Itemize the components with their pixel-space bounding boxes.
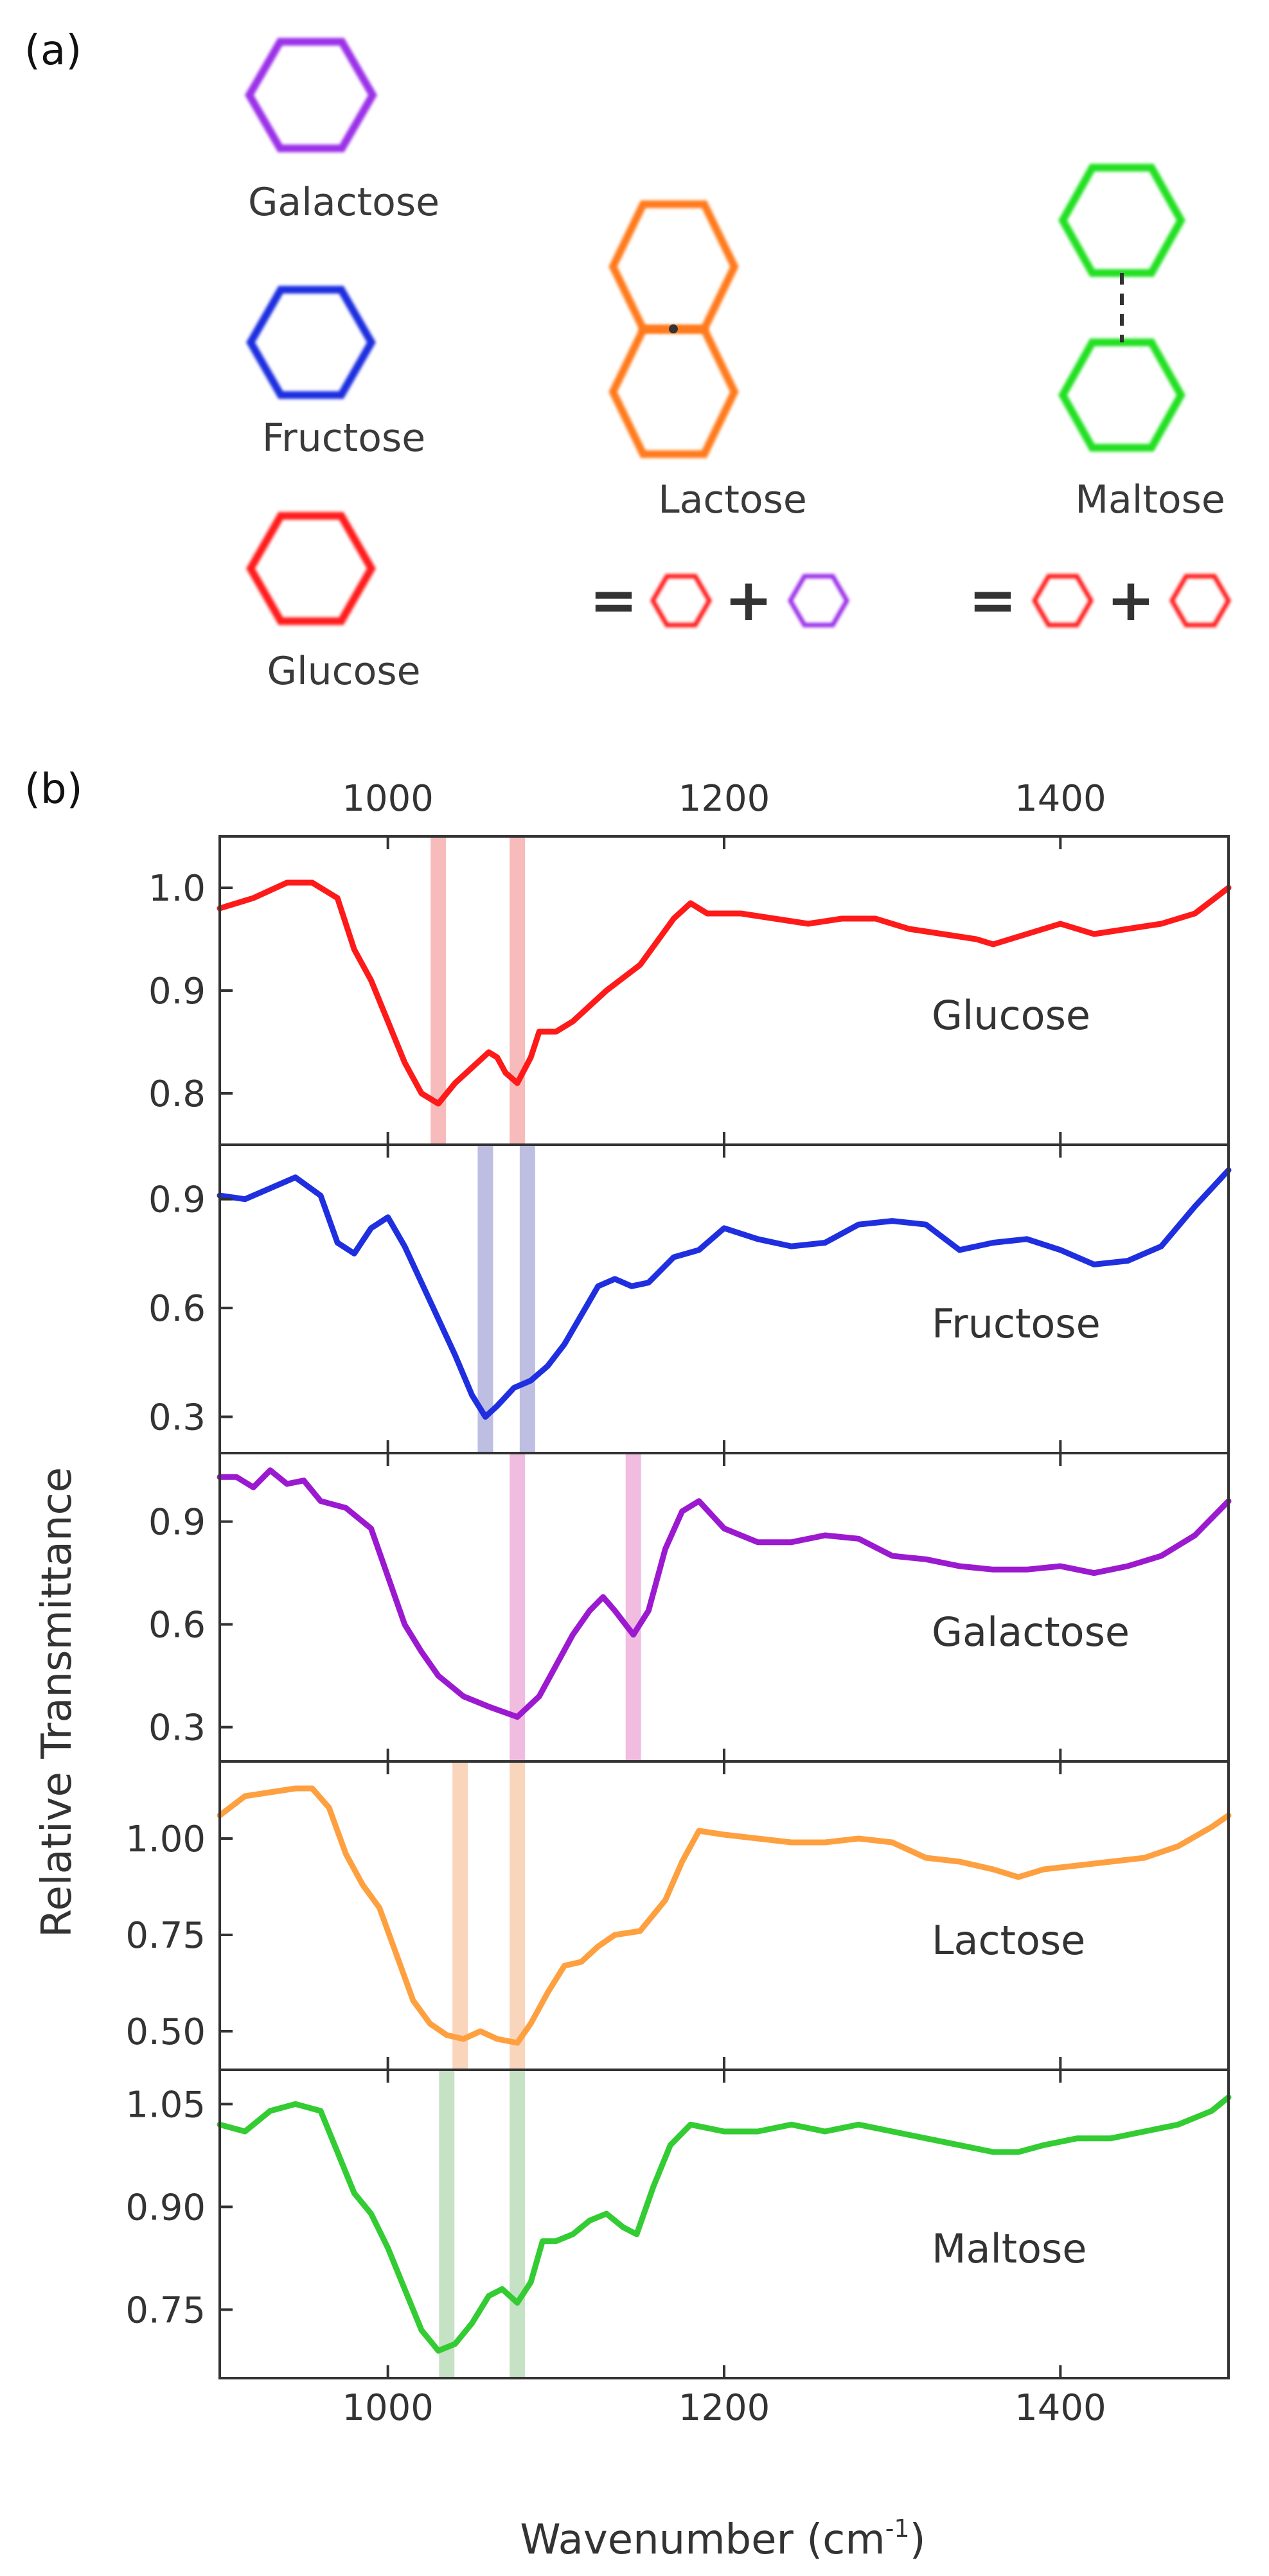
y-tick-label: 0.75	[125, 1915, 206, 1957]
y-tick-label: 1.00	[125, 1819, 206, 1860]
maltose-glucose-unit-1-icon	[1031, 574, 1094, 628]
spectrum-line-lactose	[217, 1785, 1232, 2046]
y-tick-label: 0.6	[148, 1605, 206, 1646]
panel-a-label: (a)	[24, 27, 82, 75]
y-tick-label: 0.9	[148, 971, 206, 1012]
highlight-band	[625, 1453, 641, 1761]
y-axis-title: Relative Transmittance	[33, 1467, 81, 1937]
lactose-galactose-unit-icon	[787, 574, 850, 628]
spectrum-line-fructose	[217, 1167, 1232, 1420]
maltose-plus-sign: +	[1106, 567, 1155, 634]
panel-fructose: 0.3 0.6 0.9 Fructose	[148, 1143, 1232, 1454]
galactose-label: Galactose	[248, 180, 439, 225]
bottom-x-tick-label: 1000	[342, 2387, 434, 2429]
series-label: Lactose	[932, 1917, 1085, 1964]
highlight-band	[510, 836, 526, 1145]
x-axis-title: Wavenumber (cm-1)	[520, 2514, 925, 2564]
highlight-band	[439, 2070, 455, 2378]
panel-frame	[218, 835, 1230, 1146]
y-tick-label: 0.75	[125, 2289, 206, 2331]
y-tick-label: 0.3	[148, 1397, 206, 1439]
lactose-ring-icon	[608, 200, 739, 458]
highlight-band	[452, 1761, 468, 2070]
y-tick-label: 0.50	[125, 2011, 206, 2053]
highlight-band	[510, 2070, 526, 2378]
spectra-chart: 0.80.91.0Glucose0.30.60.9Fructose0.30.60…	[125, 835, 1232, 2429]
y-tick-label: 0.8	[148, 1073, 206, 1115]
lactose-label: Lactose	[658, 477, 807, 522]
glucose-ring-icon	[246, 512, 376, 625]
y-tick-label: 0.90	[125, 2187, 206, 2228]
panel-glucose: 0.8 0.9 1.0 Glucose	[148, 835, 1232, 1146]
highlight-band	[510, 1761, 526, 2070]
y-tick-label: 0.9	[148, 1502, 206, 1544]
fructose-ring-icon	[246, 286, 376, 399]
spectrum-line-glucose	[217, 879, 1232, 1107]
glucose-label: Glucose	[267, 649, 420, 694]
top-x-axis-tick-labels: 1000 1200 1400	[342, 778, 1106, 820]
maltose-label: Maltose	[1075, 477, 1225, 522]
spectrum-line-maltose	[217, 2094, 1232, 2354]
maltose-ring-icon	[1058, 164, 1185, 452]
panel-b-label: (b)	[24, 766, 83, 813]
panel-lactose: 0.50 0.75 1.00 Lactose	[125, 1760, 1232, 2071]
top-x-tick-label: 1200	[679, 778, 770, 820]
y-tick-label: 0.3	[148, 1707, 206, 1749]
top-x-tick-label: 1000	[342, 778, 434, 820]
panel-frame	[218, 1452, 1230, 1763]
y-tick-label: 0.9	[148, 1179, 206, 1221]
maltose-glucose-unit-2-icon	[1169, 574, 1232, 628]
lactose-glucose-unit-icon	[650, 574, 713, 628]
top-x-tick-label: 1400	[1015, 778, 1106, 820]
spectrum-line-galactose	[217, 1467, 1232, 1720]
maltose-equals-sign: =	[968, 567, 1016, 634]
bottom-x-tick-label: 1200	[679, 2387, 770, 2429]
y-tick-label: 1.0	[148, 868, 206, 910]
series-label: Maltose	[932, 2225, 1087, 2272]
fructose-label: Fructose	[262, 416, 425, 461]
panel-maltose: 0.75 0.90 1.05 Maltose	[125, 2069, 1232, 2379]
bottom-x-tick-label: 1400	[1015, 2387, 1106, 2429]
lactose-equals-sign: =	[589, 567, 637, 634]
panel-frame	[218, 2069, 1230, 2379]
highlight-band	[519, 1145, 535, 1453]
panel-galactose: 0.3 0.6 0.9 Galactose	[148, 1452, 1232, 1763]
y-tick-label: 1.05	[125, 2084, 206, 2126]
panel-frame	[218, 1760, 1230, 2071]
series-label: Fructose	[932, 1300, 1101, 1347]
y-tick-label: 0.6	[148, 1288, 206, 1330]
lactose-plus-sign: +	[724, 567, 772, 634]
highlight-band	[477, 1145, 493, 1453]
series-label: Galactose	[932, 1609, 1130, 1655]
galactose-ring-icon	[245, 38, 377, 152]
panel-frame	[218, 1143, 1230, 1454]
series-label: Glucose	[932, 992, 1090, 1039]
